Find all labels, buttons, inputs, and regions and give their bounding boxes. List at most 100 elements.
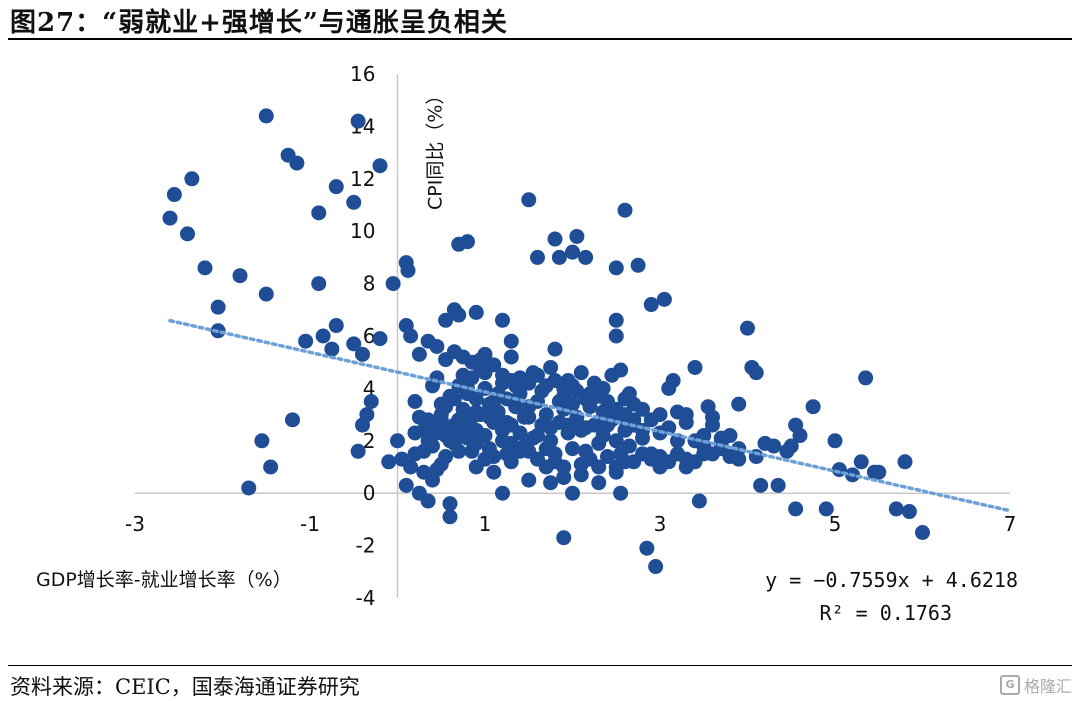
data-point bbox=[670, 404, 685, 420]
y-axis-title: CPI同比（%） bbox=[425, 86, 447, 210]
data-point bbox=[565, 396, 580, 412]
data-point bbox=[608, 260, 624, 276]
data-point bbox=[503, 435, 519, 451]
data-point bbox=[556, 469, 572, 485]
data-point bbox=[521, 472, 537, 488]
data-point bbox=[556, 459, 572, 475]
data-point bbox=[538, 459, 554, 475]
data-point bbox=[355, 346, 370, 362]
data-point bbox=[403, 459, 419, 475]
data-point bbox=[451, 443, 467, 459]
data-point bbox=[573, 365, 589, 381]
data-point bbox=[543, 359, 559, 375]
data-point bbox=[521, 192, 537, 208]
data-point bbox=[180, 226, 195, 242]
data-point bbox=[613, 485, 629, 501]
data-point bbox=[538, 407, 554, 423]
data-point bbox=[530, 367, 545, 383]
data-point bbox=[350, 443, 366, 459]
data-point bbox=[298, 333, 314, 349]
data-point bbox=[573, 467, 589, 483]
data-point bbox=[477, 365, 493, 381]
data-point bbox=[350, 113, 366, 129]
y-tick-label: 0 bbox=[363, 481, 376, 505]
data-point bbox=[464, 409, 480, 425]
watermark: G 格隆汇 bbox=[999, 673, 1072, 697]
data-point bbox=[551, 249, 567, 265]
data-point bbox=[866, 464, 882, 480]
data-point bbox=[254, 433, 270, 449]
data-point bbox=[499, 414, 515, 430]
data-point bbox=[696, 446, 712, 462]
data-point bbox=[241, 480, 257, 496]
data-point bbox=[530, 394, 545, 409]
data-points bbox=[162, 108, 930, 575]
x-tick-label: -1 bbox=[300, 512, 320, 536]
data-point bbox=[468, 435, 484, 451]
data-point bbox=[565, 485, 580, 501]
data-point bbox=[486, 449, 502, 465]
top-rule bbox=[8, 38, 1072, 40]
data-point bbox=[643, 297, 659, 313]
data-point bbox=[608, 328, 624, 344]
data-point bbox=[521, 443, 537, 459]
data-point bbox=[818, 501, 834, 517]
data-point bbox=[398, 477, 414, 493]
data-point bbox=[315, 328, 331, 344]
data-point bbox=[381, 454, 397, 470]
data-point bbox=[166, 187, 182, 203]
data-point bbox=[411, 346, 427, 362]
y-tick-label: 6 bbox=[363, 324, 376, 348]
data-point bbox=[446, 391, 462, 407]
data-point bbox=[407, 425, 423, 441]
data-point bbox=[328, 318, 344, 334]
data-point bbox=[486, 464, 502, 480]
data-point bbox=[543, 475, 559, 491]
data-point bbox=[656, 291, 672, 307]
data-point bbox=[897, 454, 913, 470]
data-point bbox=[783, 438, 799, 454]
data-point bbox=[731, 441, 747, 457]
data-point bbox=[770, 477, 786, 493]
data-point bbox=[232, 268, 248, 284]
data-point bbox=[705, 409, 720, 425]
y-tick-label: 12 bbox=[350, 167, 375, 191]
data-point bbox=[691, 493, 707, 509]
data-point bbox=[512, 425, 528, 441]
data-point bbox=[416, 443, 432, 459]
data-point bbox=[468, 459, 484, 475]
data-point bbox=[530, 249, 545, 265]
data-point bbox=[888, 501, 904, 517]
data-point bbox=[468, 304, 484, 320]
data-point bbox=[442, 496, 458, 512]
data-point bbox=[346, 336, 362, 352]
data-point bbox=[915, 525, 930, 540]
data-point bbox=[420, 493, 436, 509]
data-point bbox=[372, 158, 388, 174]
x-tick-label: -3 bbox=[125, 512, 145, 536]
data-point bbox=[468, 391, 484, 407]
data-point bbox=[346, 194, 362, 210]
data-point bbox=[446, 417, 462, 433]
data-point bbox=[429, 425, 445, 441]
data-point bbox=[311, 276, 327, 292]
gelonghui-logo-icon: G bbox=[999, 675, 1020, 695]
chart-axes bbox=[135, 74, 1010, 598]
figure-title: 图27：“弱就业+强增长”与通胀呈负相关 bbox=[10, 8, 508, 38]
data-point bbox=[853, 454, 869, 470]
data-point bbox=[503, 333, 519, 349]
data-point bbox=[516, 409, 532, 425]
y-tick-label: -2 bbox=[356, 534, 376, 558]
data-point bbox=[753, 477, 769, 493]
data-point bbox=[608, 312, 624, 328]
y-tick-label: -4 bbox=[356, 586, 376, 610]
data-point bbox=[565, 378, 580, 394]
data-point bbox=[731, 396, 747, 412]
data-point bbox=[372, 331, 388, 347]
x-axis-title: GDP增长率-就业增长率（%） bbox=[36, 569, 292, 591]
data-point bbox=[425, 472, 440, 488]
data-point bbox=[446, 344, 462, 360]
data-point bbox=[678, 414, 694, 430]
data-point bbox=[639, 540, 655, 556]
